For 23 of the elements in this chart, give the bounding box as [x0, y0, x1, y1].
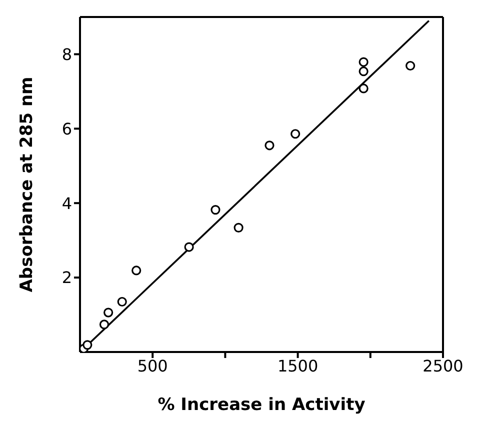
point [234, 222, 244, 232]
y-tick-label: 4 [62, 194, 72, 213]
point [358, 84, 368, 94]
point [99, 320, 110, 330]
point [264, 140, 274, 150]
point [117, 296, 127, 307]
x-axis-title: % Increase in Activity [158, 395, 366, 415]
point [358, 66, 368, 76]
x-tick-label: 500 [137, 356, 168, 376]
point [290, 129, 300, 139]
x-tick-label: 2500 [422, 356, 464, 376]
x-tick-label: 1500 [277, 356, 318, 376]
y-axis-title: Absorbance at 285 nm [17, 76, 38, 292]
point [184, 242, 194, 252]
point [82, 340, 92, 350]
y-tick-label: 6 [62, 119, 72, 138]
point [358, 57, 368, 67]
y-tick-label: 2 [62, 268, 72, 288]
point [104, 308, 114, 318]
point [210, 205, 220, 215]
point [132, 266, 142, 276]
y-tick-label: 8 [62, 44, 72, 64]
point [406, 60, 416, 71]
